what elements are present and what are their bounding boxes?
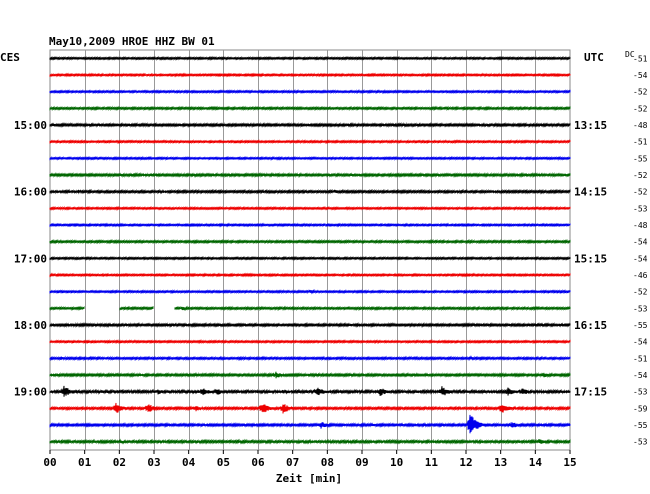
trace-line-row-1 <box>49 72 571 78</box>
x-axis: 00 01 02 03 04 05 06 07 08 09 10 11 12 13 14 15 <box>43 450 577 469</box>
dc-offset-label: -53 <box>633 204 648 213</box>
x-tick-label: 08 <box>321 456 334 469</box>
local-time-tick: 19:00 <box>14 386 47 399</box>
dc-offset-label: -52 <box>633 88 648 97</box>
dc-offset-label: -48 <box>633 221 648 230</box>
trace-line-row-10 <box>49 222 571 228</box>
trace-line-row-6 <box>49 155 571 161</box>
dc-offset-label: -48 <box>633 121 648 130</box>
trace-group <box>49 55 571 445</box>
dc-offset-label: -51 <box>633 354 648 363</box>
dc-offset-label: -54 <box>633 338 648 347</box>
dc-offset-label: -54 <box>633 371 648 380</box>
dc-offset-label: -54 <box>633 71 648 80</box>
dc-offset-label: -51 <box>633 54 648 63</box>
trace-line-row-23 <box>49 438 571 445</box>
utc-time-tick: 13:15 <box>574 119 607 132</box>
trace-line-row-4 <box>49 122 571 128</box>
trace-line-row-5 <box>49 139 571 145</box>
trace-line-row-21 <box>49 402 571 414</box>
trace-line-row-15 <box>119 305 154 312</box>
dc-offset-label: -52 <box>633 171 648 180</box>
dc-offset-label: -55 <box>633 321 648 330</box>
row-labels: 15:00 16:00 17:00 18:00 19:00 13:15 14:15 15:15… <box>14 54 648 446</box>
trace-line-row-3 <box>49 105 571 112</box>
dc-offset-label: -52 <box>633 188 648 197</box>
x-tick-label: 10 <box>390 456 403 469</box>
x-tick-label: 00 <box>43 456 56 469</box>
trace-line-row-11 <box>49 238 571 245</box>
trace-line-row-15 <box>174 305 571 312</box>
utc-time-tick: 16:15 <box>574 319 607 332</box>
x-tick-label: 09 <box>355 456 368 469</box>
x-tick-label: 11 <box>425 456 439 469</box>
trace-line-row-15 <box>49 305 85 311</box>
trace-line-row-2 <box>49 89 571 95</box>
utc-time-tick: 14:15 <box>574 186 607 199</box>
dc-offset-label: -53 <box>633 304 648 313</box>
dc-offset-label: -51 <box>633 138 648 147</box>
dc-offset-label: -53 <box>633 388 648 397</box>
local-time-tick: 18:00 <box>14 319 47 332</box>
x-tick-label: 06 <box>251 456 265 469</box>
x-tick-label: 04 <box>182 456 196 469</box>
trace-line-row-17 <box>49 339 571 345</box>
dc-header: DC <box>625 50 635 59</box>
trace-line-row-19 <box>49 371 571 379</box>
x-tick-label: 03 <box>147 456 160 469</box>
dc-offset-label: -46 <box>633 271 648 280</box>
trace-line-row-18 <box>49 355 571 362</box>
chart-title: May10,2009 HROE HHZ BW 01 <box>49 35 215 48</box>
dc-offset-label: -59 <box>633 404 648 413</box>
dc-offset-label: -53 <box>633 438 648 447</box>
plot-frame <box>49 49 571 451</box>
x-tick-label: 02 <box>113 456 126 469</box>
x-tick-label: 05 <box>217 456 230 469</box>
plot-grid <box>49 49 571 451</box>
trace-line-row-13 <box>49 272 571 278</box>
dc-offset-label: -55 <box>633 154 648 163</box>
dc-offset-label: -52 <box>633 288 648 297</box>
x-axis-label: Zeit [min] <box>276 472 342 485</box>
dc-offset-label: -52 <box>633 104 648 113</box>
local-time-label: CES <box>0 51 20 64</box>
local-time-tick: 16:00 <box>14 186 47 199</box>
utc-time-tick: 17:15 <box>574 386 607 399</box>
utc-label: UTC <box>584 51 604 64</box>
trace-line-row-14 <box>49 289 571 295</box>
x-tick-label: 07 <box>286 456 299 469</box>
dc-offset-label: -55 <box>633 421 648 430</box>
utc-time-tick: 15:15 <box>574 252 607 265</box>
x-tick-label: 13 <box>494 456 507 469</box>
local-time-tick: 15:00 <box>14 119 47 132</box>
trace-line-row-7 <box>49 172 571 178</box>
trace-line-row-16 <box>49 322 571 328</box>
trace-line-row-20 <box>49 385 571 397</box>
dc-offset-label: -54 <box>633 238 648 247</box>
trace-line-row-8 <box>49 188 571 195</box>
x-tick-label: 12 <box>459 456 472 469</box>
trace-line-row-12 <box>49 255 571 261</box>
dc-offset-label: -54 <box>633 254 648 263</box>
x-tick-label: 14 <box>529 456 543 469</box>
trace-line-row-22 <box>49 414 571 434</box>
x-tick-label: 15 <box>563 456 576 469</box>
trace-line-row-9 <box>49 205 571 211</box>
x-tick-label: 01 <box>78 456 92 469</box>
trace-line-row-0 <box>49 55 571 61</box>
local-time-tick: 17:00 <box>14 252 47 265</box>
